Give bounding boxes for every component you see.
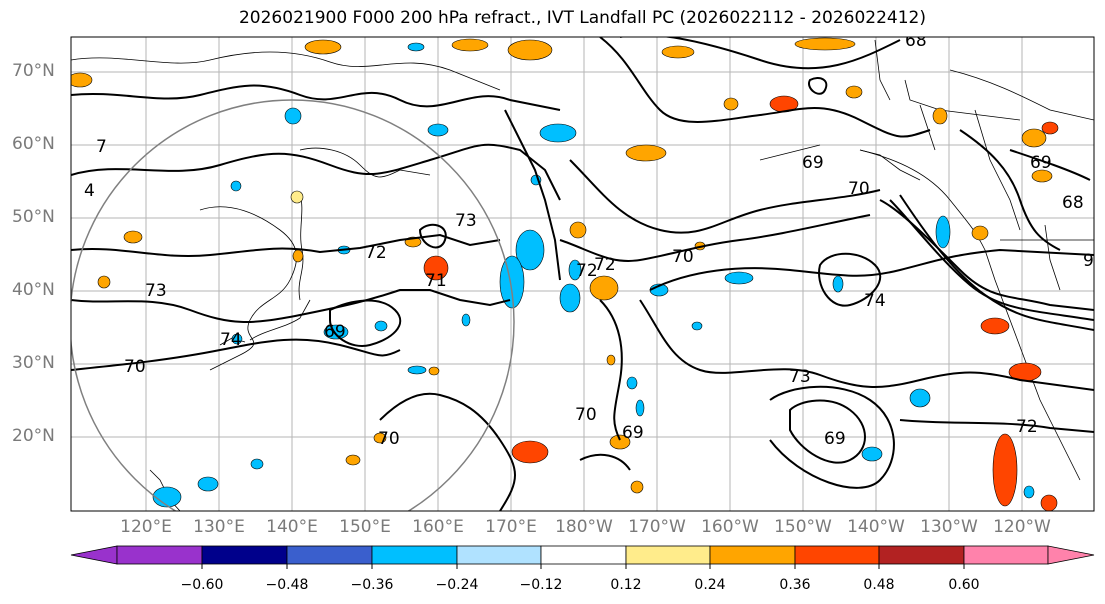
- lon-label-120e: 120°E: [120, 517, 172, 537]
- lat-label-40n: 40°N: [12, 280, 55, 300]
- contour-label: 4: [84, 181, 95, 201]
- contour-label: 72: [365, 243, 387, 263]
- colorbar-label: −0.36: [350, 577, 394, 593]
- contour-label: 70: [575, 405, 597, 425]
- contour-label: 9: [1083, 251, 1094, 271]
- lon-label-170w: 170°W: [628, 517, 686, 537]
- contour-label: 74: [220, 330, 242, 350]
- contour-label: 70: [378, 429, 400, 449]
- lon-label-160e: 160°E: [412, 517, 464, 537]
- contour-label: 68: [905, 31, 927, 51]
- contour-label: 72: [1016, 417, 1038, 437]
- lon-label-130e: 130°E: [193, 517, 245, 537]
- colorbar-segment: [286, 545, 373, 565]
- colorbar-segment: [963, 545, 1049, 565]
- lon-label-150e: 150°E: [339, 517, 391, 537]
- map-border: [70, 36, 1095, 512]
- colorbar-label: −0.48: [265, 577, 309, 593]
- lon-label-130w: 130°W: [920, 517, 978, 537]
- contour-label: 73: [455, 211, 477, 231]
- contour-label: 69: [324, 322, 346, 342]
- colorbar-segment: [201, 545, 288, 565]
- colorbar-min-extend: [70, 545, 118, 565]
- colorbar-segment: [878, 545, 965, 565]
- colorbar-max-extend: [1047, 545, 1095, 565]
- contour-label: 71: [425, 271, 447, 291]
- colorbar-label: 0.36: [779, 577, 811, 593]
- lon-label-180w: 180°W: [555, 517, 613, 537]
- contour-label: 69: [802, 153, 824, 173]
- colorbar-segment: [794, 545, 880, 565]
- contour-label: 70: [848, 179, 870, 199]
- colorbar-label: −0.60: [180, 577, 224, 593]
- range-circle: [71, 99, 515, 511]
- colorbar-segment: [456, 545, 542, 565]
- colorbar-segment: [540, 545, 627, 565]
- colorbar-label: 0.12: [610, 577, 642, 593]
- lon-label-120w: 120°W: [993, 517, 1051, 537]
- contour-label: 72: [594, 255, 616, 275]
- lat-label-50n: 50°N: [12, 207, 55, 227]
- contour-label: 72: [576, 261, 598, 281]
- contour-label: 69: [622, 423, 644, 443]
- colorbar-label: 0.48: [863, 577, 895, 593]
- contour-label-group: 68 69 70 72 73 74 71 69 70 72 73 70 69 7…: [84, 31, 1094, 449]
- colorbar-segment: [625, 545, 711, 565]
- lat-label-70n: 70°N: [12, 61, 55, 81]
- contour-lines: [71, 37, 1094, 511]
- contour-label: 69: [824, 429, 846, 449]
- colorbar-segment: [709, 545, 796, 565]
- map-title: 2026021900 F000 200 hPa refract., IVT La…: [238, 8, 926, 28]
- contour-label: 68: [1062, 193, 1084, 213]
- lon-label-160w: 160°W: [701, 517, 759, 537]
- colorbar-segment: [371, 545, 458, 565]
- lat-label-20n: 20°N: [12, 426, 55, 446]
- colorbar-segment: [116, 545, 203, 565]
- lat-label-60n: 60°N: [12, 134, 55, 154]
- contour-label: 73: [145, 281, 167, 301]
- colorbar-label: −0.12: [519, 577, 563, 593]
- contour-label: 7: [96, 137, 107, 157]
- colorbar-label: −0.24: [435, 577, 479, 593]
- lon-label-140w: 140°W: [847, 517, 905, 537]
- lon-label-140e: 140°E: [266, 517, 318, 537]
- colorbar-ticks: [201, 564, 965, 569]
- colorbar: [70, 545, 1095, 565]
- contour-label: 70: [672, 247, 694, 267]
- colorbar-label: 0.60: [948, 577, 980, 593]
- anomaly-patches: [71, 37, 1059, 511]
- contour-label: 74: [864, 291, 886, 311]
- contour-label: 73: [789, 367, 811, 387]
- colorbar-label: 0.24: [694, 577, 726, 593]
- lon-label-170e: 170°E: [485, 517, 537, 537]
- contour-label: 69: [1030, 153, 1052, 173]
- lon-label-150w: 150°W: [774, 517, 832, 537]
- contour-label: 70: [124, 357, 146, 377]
- lat-label-30n: 30°N: [12, 353, 55, 373]
